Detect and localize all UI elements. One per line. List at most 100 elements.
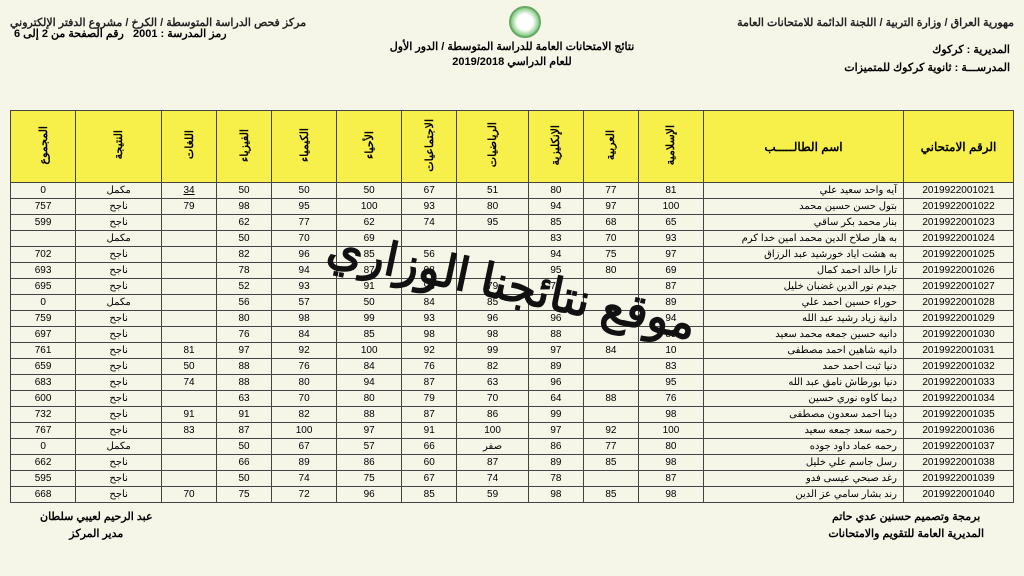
cell-result: ناجح: [76, 327, 162, 343]
cell-grade: [162, 439, 217, 455]
cell-result: مكمل: [76, 439, 162, 455]
cell-exam-no: 2019922001034: [904, 391, 1014, 407]
footer-right: برمجة وتصميم حسنين عدي حاتم المديرية الع…: [828, 509, 984, 542]
cell-grade: 78: [217, 263, 272, 279]
cell-grade: 57: [272, 295, 337, 311]
cell-grade: 81: [638, 183, 703, 199]
cell-exam-no: 2019922001023: [904, 215, 1014, 231]
cell-grade: 93: [272, 279, 337, 295]
cell-grade: 57: [337, 439, 402, 455]
cell-grade: 94: [528, 199, 583, 215]
cell-grade: 87: [638, 471, 703, 487]
cell-grade: 88: [217, 359, 272, 375]
cell-grade: 98: [402, 263, 457, 279]
cell-grade: 60: [402, 455, 457, 471]
cell-grade: 80: [583, 263, 638, 279]
cell-grade: 98: [402, 327, 457, 343]
cell-grade: 92: [583, 423, 638, 439]
cell-exam-no: 2019922001031: [904, 343, 1014, 359]
cell-total: 761: [11, 343, 76, 359]
cell-grade: [162, 231, 217, 247]
col-physics: الفيزياء: [217, 111, 272, 183]
cell-exam-no: 2019922001021: [904, 183, 1014, 199]
cell-exam-no: 2019922001029: [904, 311, 1014, 327]
cell-result: ناجح: [76, 343, 162, 359]
cell-grade: 80: [217, 311, 272, 327]
table-row: 2019922001039رغد صبحي عيسى فدو8778746775…: [11, 471, 1014, 487]
footer-director-title: مدير المركز: [40, 526, 153, 543]
cell-grade: 83: [638, 359, 703, 375]
cell-grade: 94: [638, 311, 703, 327]
directorate: كركوك: [932, 44, 963, 56]
cell-grade: 95: [638, 375, 703, 391]
cell-total: 595: [11, 471, 76, 487]
cell-grade: 74: [162, 375, 217, 391]
cell-result: مكمل: [76, 231, 162, 247]
cell-name: دنيا ثبت احمد حمد: [704, 359, 904, 375]
table-row: 2019922001037رحمه عماد داود جوده807786صف…: [11, 439, 1014, 455]
cell-total: 0: [11, 183, 76, 199]
cell-grade: 100: [638, 423, 703, 439]
cell-exam-no: 2019922001036: [904, 423, 1014, 439]
cell-total: 662: [11, 455, 76, 471]
school-code-label: رمز المدرسة :: [161, 28, 227, 40]
cell-grade: 79: [457, 279, 529, 295]
cell-grade: 59: [457, 487, 529, 503]
table-row: 2019922001035دينا احمد سعدون مصطفى989986…: [11, 407, 1014, 423]
cell-grade: 98: [638, 455, 703, 471]
cell-grade: 91: [217, 407, 272, 423]
cell-result: ناجح: [76, 263, 162, 279]
cell-grade: 87: [638, 279, 703, 295]
table-row: 2019922001031دانيه شاهين احمد مصطفى10849…: [11, 343, 1014, 359]
emblem-icon: [509, 6, 541, 38]
cell-grade: 86: [528, 439, 583, 455]
cell-grade: 56: [217, 295, 272, 311]
cell-grade: 96: [528, 311, 583, 327]
cell-grade: 63: [457, 375, 529, 391]
cell-name: دينا احمد سعدون مصطفى: [704, 407, 904, 423]
cell-grade: 100: [638, 199, 703, 215]
cell-result: ناجح: [76, 215, 162, 231]
cell-exam-no: 2019922001040: [904, 487, 1014, 503]
cell-grade: 97: [528, 423, 583, 439]
cell-grade: 76: [638, 391, 703, 407]
cell-grade: 96: [528, 375, 583, 391]
cell-grade: 88: [583, 391, 638, 407]
cell-grade: 85: [583, 487, 638, 503]
cell-grade: 78: [528, 279, 583, 295]
cell-total: 683: [11, 375, 76, 391]
table-row: 2019922001021آيه واحد سعيد علي8177805167…: [11, 183, 1014, 199]
cell-grade: 92: [272, 343, 337, 359]
cell-grade: 98: [272, 311, 337, 327]
table-row: 2019922001025به هشت اياد خورشيد عبد الرز…: [11, 247, 1014, 263]
cell-total: 659: [11, 359, 76, 375]
cell-grade: 74: [457, 471, 529, 487]
cell-name: به هشت اياد خورشيد عبد الرزاق: [704, 247, 904, 263]
cell-grade: [162, 311, 217, 327]
cell-grade: 97: [528, 343, 583, 359]
col-exam-no: الرقم الامتحاني: [904, 111, 1014, 183]
cell-grade: 95: [457, 215, 529, 231]
cell-grade: [162, 279, 217, 295]
cell-grade: [457, 231, 529, 247]
cell-grade: 82: [457, 359, 529, 375]
cell-grade: 100: [337, 199, 402, 215]
cell-grade: 97: [337, 423, 402, 439]
cell-grade: [583, 295, 638, 311]
table-row: 2019922001022بتول حسن حسين محمد100979480…: [11, 199, 1014, 215]
cell-grade: 100: [272, 423, 337, 439]
cell-grade: 100: [457, 423, 529, 439]
table-row: 2019922001029دانية زياد رشيد عبد الله94 9…: [11, 311, 1014, 327]
cell-grade: 95: [272, 199, 337, 215]
col-biology: الأحياء: [337, 111, 402, 183]
footer-director-name: عبد الرحيم لعيبي سلطان: [40, 509, 153, 526]
cell-name: دانية زياد رشيد عبد الله: [704, 311, 904, 327]
cell-grade: 70: [272, 391, 337, 407]
cell-grade: 76: [217, 327, 272, 343]
cell-grade: 64: [528, 391, 583, 407]
table-row: 2019922001033دنيا بورطاش نامق عبد الله95…: [11, 375, 1014, 391]
cell-total: 0: [11, 439, 76, 455]
footer-designer: برمجة وتصميم حسنين عدي حاتم: [828, 509, 984, 526]
meta-left: رمز المدرسة : 2001 رقم الصفحة من 2 إلى 6: [14, 26, 227, 44]
cell-grade: [583, 327, 638, 343]
